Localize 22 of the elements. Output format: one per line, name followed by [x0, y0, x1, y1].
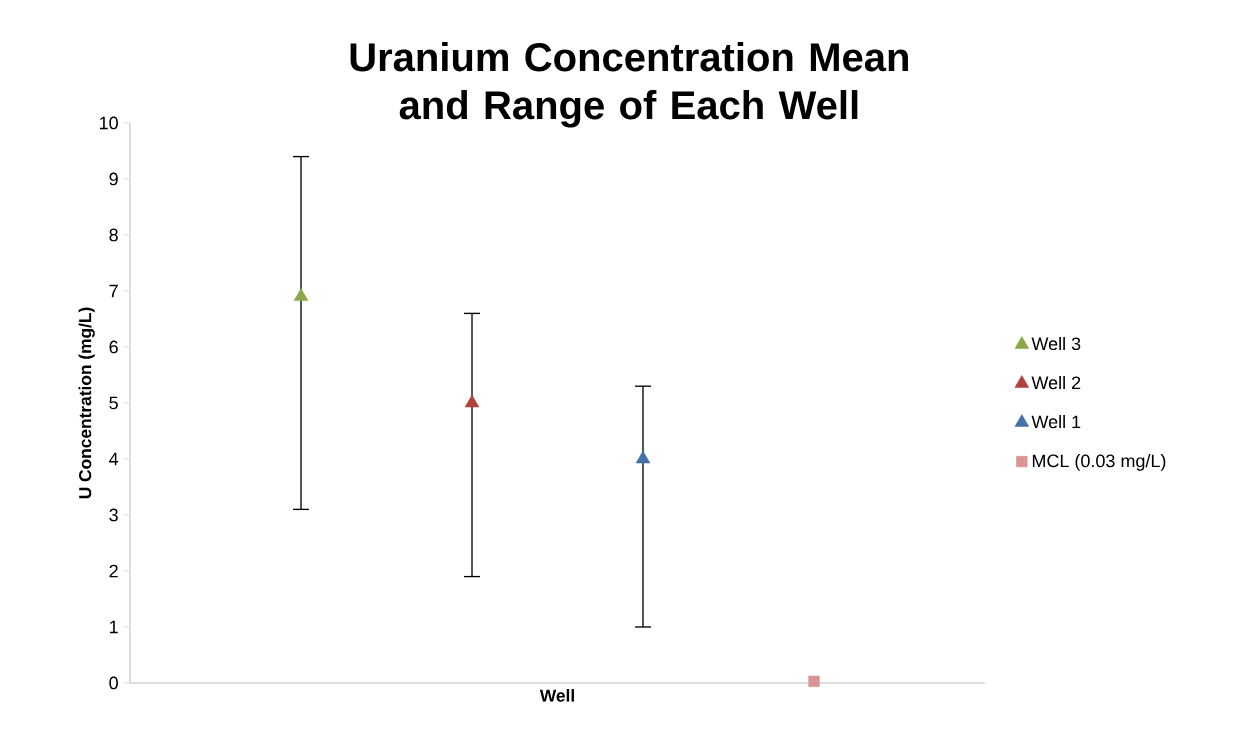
y-tick-label: 7: [109, 284, 118, 298]
y-tick-label: 8: [109, 228, 118, 242]
point: [464, 394, 480, 408]
y-tick-label: 6: [109, 340, 118, 354]
x-axis-title: Well: [539, 689, 574, 702]
point: [293, 288, 309, 301]
y-axis-title: U Concentration (mg/L): [78, 307, 95, 499]
legend-label: Well 2: [1031, 375, 1081, 390]
y-tick-label: 5: [109, 396, 118, 410]
point: [808, 675, 820, 687]
y-tick-label: 10: [99, 116, 118, 130]
y-tick-label: 1: [110, 620, 118, 634]
y-tick-label: 0: [109, 676, 118, 690]
y-tick-label: 3: [109, 508, 118, 522]
point: [635, 450, 651, 464]
legend-label: MCL (0.03 mg/L): [1032, 454, 1166, 471]
y-tick-label: 2: [109, 564, 118, 578]
legend-label: Well 3: [1031, 336, 1081, 351]
legend-label: Well 1: [1031, 414, 1081, 429]
y-tick-label: 4: [109, 452, 119, 466]
y-tick-label: 9: [109, 172, 118, 186]
chart-title: Uranium Concentration Mean and Range of Each Well: [350, 42, 908, 128]
